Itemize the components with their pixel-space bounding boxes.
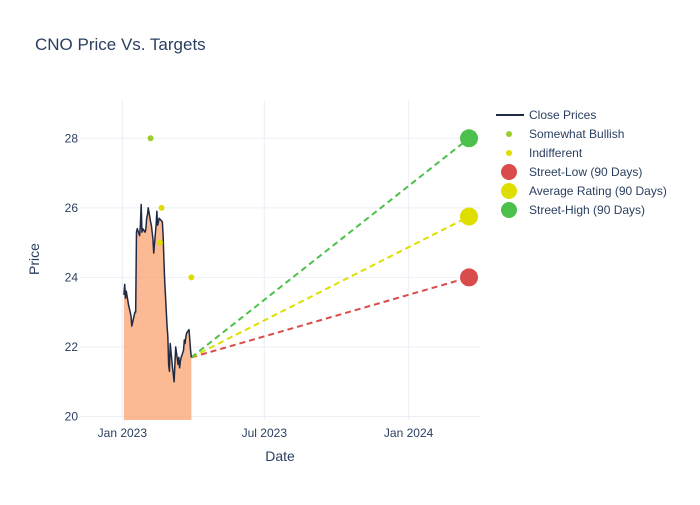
legend: Close Prices Somewhat Bullish Indifferent S… <box>496 108 667 218</box>
y-axis-title: Price <box>26 243 42 275</box>
close-price-area <box>123 204 192 420</box>
rating-marker <box>158 204 165 211</box>
rating-markers <box>147 129 479 287</box>
x-tick-label: Jan 2023 <box>98 426 148 440</box>
legend-swatch-dot <box>506 131 512 137</box>
rating-marker <box>147 135 154 142</box>
target-line <box>190 137 470 359</box>
target-marker <box>460 129 479 148</box>
target-line <box>191 276 470 359</box>
y-tick-label: 24 <box>65 270 79 284</box>
legend-swatch-circle <box>501 164 517 180</box>
close-price-line-group <box>123 203 193 383</box>
target-marker <box>460 268 479 287</box>
y-tick-label: 22 <box>65 340 79 354</box>
legend-label: Street-Low (90 Days) <box>529 165 642 179</box>
close-price-fill <box>123 204 192 420</box>
legend-swatch-dot <box>506 150 512 156</box>
legend-swatch-circle <box>501 183 517 199</box>
target-lines <box>190 137 470 359</box>
target-marker <box>460 207 479 226</box>
x-tick-label: Jan 2024 <box>384 426 434 440</box>
x-axis-title: Date <box>265 448 295 464</box>
legend-swatch-circle <box>501 202 517 218</box>
legend-label: Somewhat Bullish <box>529 127 624 141</box>
rating-marker <box>188 274 195 281</box>
target-line <box>190 215 470 359</box>
rating-marker <box>157 239 163 246</box>
close-price-line <box>123 203 193 383</box>
y-tick-label: 20 <box>65 410 79 424</box>
legend-label: Indifferent <box>529 146 583 160</box>
legend-label: Close Prices <box>529 108 596 122</box>
y-tick-label: 28 <box>65 131 79 145</box>
chart-title: CNO Price Vs. Targets <box>35 35 206 54</box>
y-tick-label: 26 <box>65 201 79 215</box>
y-axis-ticks: 20 22 24 26 28 <box>65 131 79 423</box>
x-axis-ticks: Jan 2023 Jul 2023 Jan 2024 <box>98 426 434 440</box>
legend-label: Street-High (90 Days) <box>529 203 645 217</box>
x-tick-label: Jul 2023 <box>242 426 288 440</box>
legend-label: Average Rating (90 Days) <box>529 184 667 198</box>
